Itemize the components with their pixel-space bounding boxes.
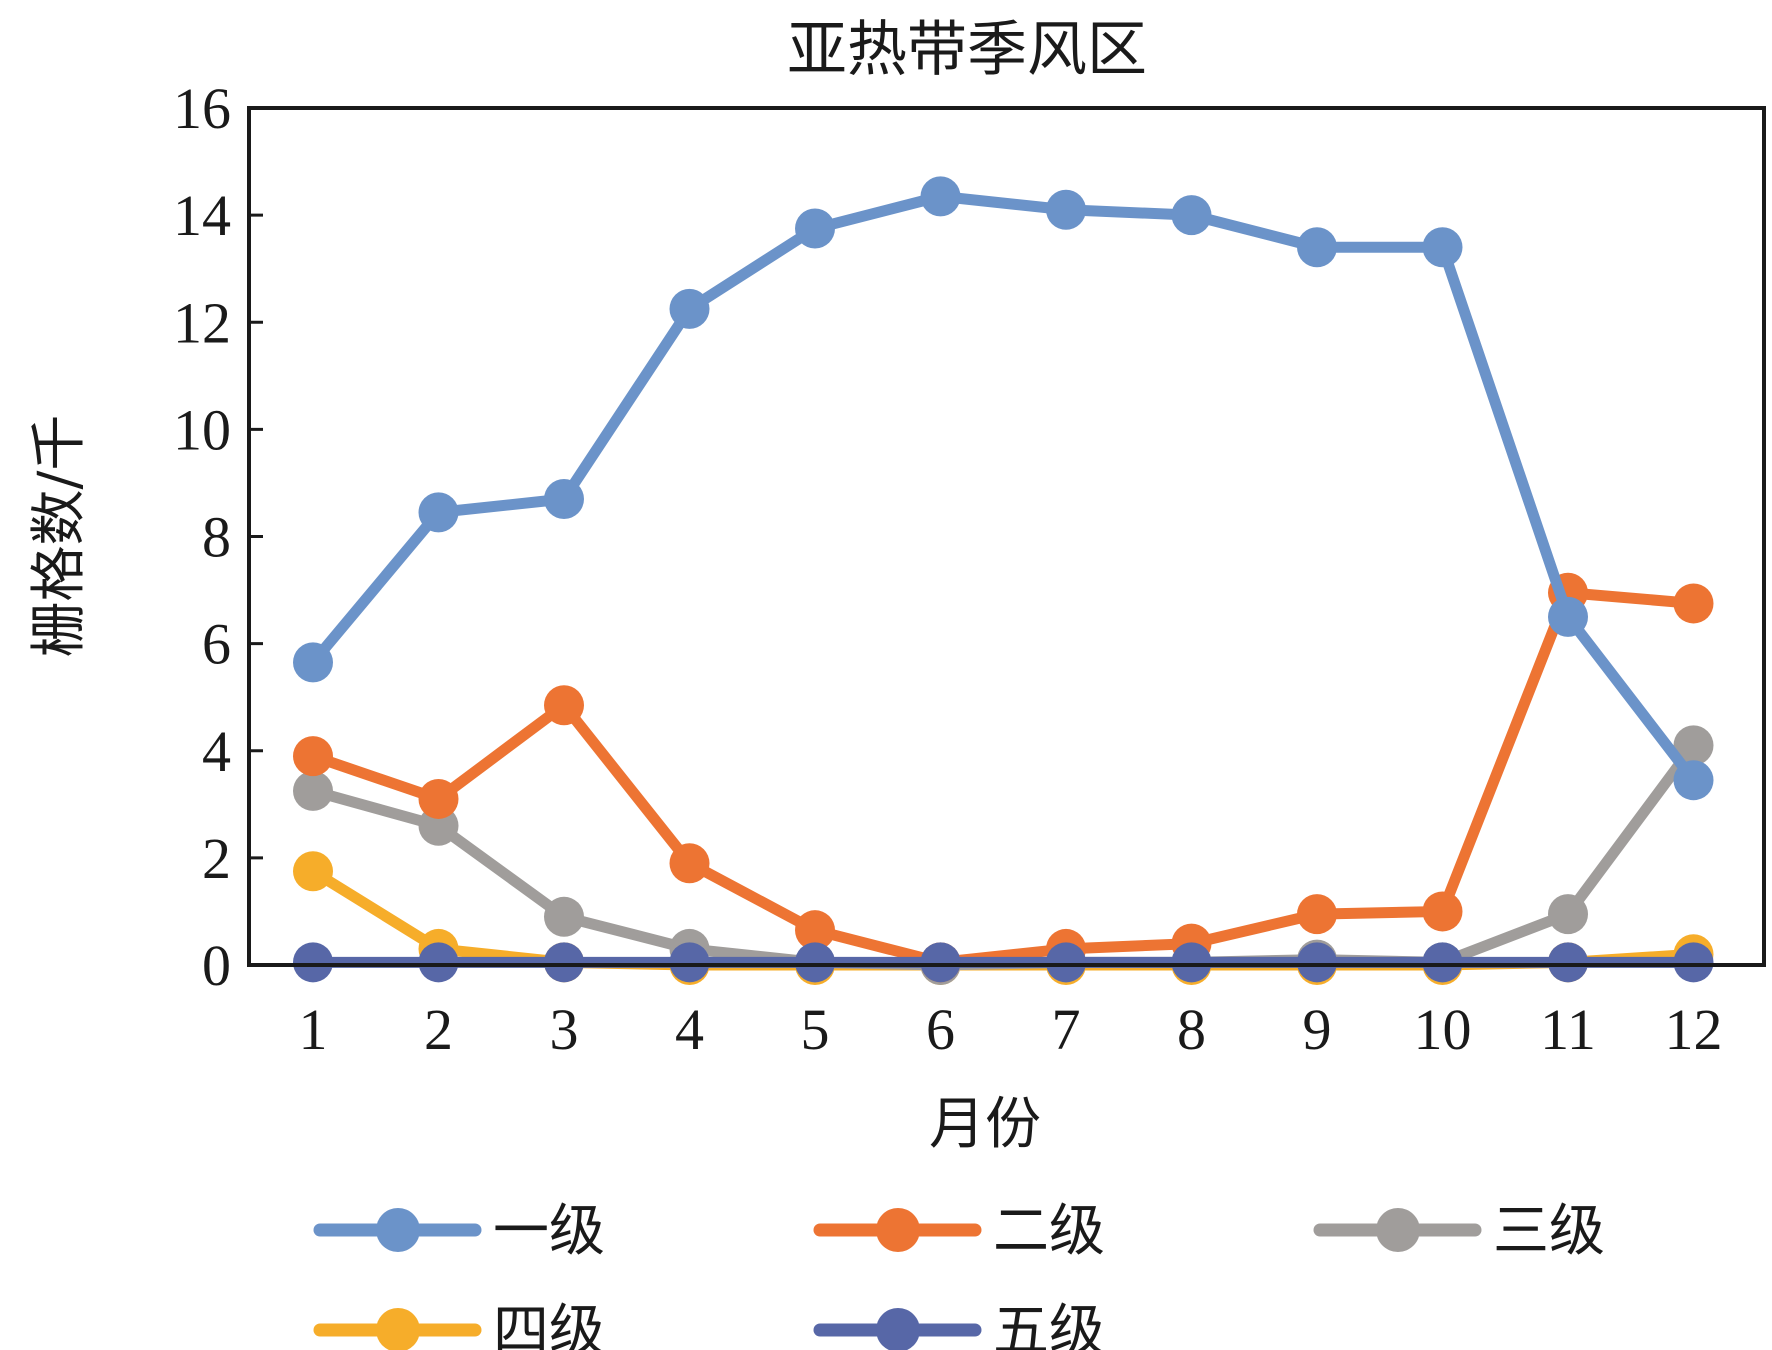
- legend-swatch-marker: [876, 1308, 920, 1350]
- x-tick-label: 2: [424, 997, 453, 1062]
- y-tick-label: 14: [173, 183, 231, 248]
- data-point: [418, 778, 459, 819]
- data-point: [1297, 942, 1337, 983]
- data-point: [1171, 942, 1212, 983]
- y-tick-label: 16: [173, 76, 231, 141]
- data-point: [293, 770, 333, 811]
- data-point: [418, 492, 459, 533]
- x-tick-label: 3: [550, 997, 579, 1062]
- data-point: [544, 685, 584, 726]
- legend-item: 一级: [313, 1199, 605, 1264]
- data-point: [795, 208, 835, 249]
- y-tick-label: 0: [202, 933, 231, 998]
- x-tick-label: 8: [1177, 997, 1206, 1062]
- series-5: [293, 942, 1714, 983]
- data-point: [1548, 596, 1588, 637]
- data-point: [669, 942, 710, 983]
- x-tick-label: 7: [1052, 997, 1081, 1062]
- data-point: [669, 288, 710, 329]
- series-line: [307, 587, 1699, 968]
- x-tick-label: 5: [801, 997, 830, 1062]
- y-tick-label: 2: [202, 826, 231, 891]
- data-point: [1297, 894, 1337, 935]
- data-point: [293, 642, 333, 683]
- series-line: [307, 190, 1699, 786]
- data-point: [293, 736, 333, 777]
- data-point: [293, 942, 333, 983]
- data-point: [669, 843, 710, 884]
- data-point: [544, 896, 584, 937]
- y-tick-label: 12: [173, 290, 231, 355]
- x-tick-label: 9: [1303, 997, 1332, 1062]
- series-line: [307, 739, 1699, 971]
- data-point: [1673, 760, 1714, 801]
- data-point: [1422, 227, 1463, 268]
- x-tick-label: 10: [1414, 997, 1472, 1062]
- y-axis-label: 栅格数/千: [27, 415, 92, 658]
- data-point: [544, 942, 584, 983]
- y-tick-label: 10: [173, 397, 231, 462]
- data-point: [920, 942, 961, 983]
- legend-swatch-marker: [1376, 1208, 1420, 1252]
- plot-area-frame: [247, 106, 1766, 967]
- data-point: [920, 176, 961, 217]
- legend-label: 一级: [493, 1199, 605, 1264]
- x-tick-label: 6: [926, 997, 955, 1062]
- series-layer: [293, 176, 1714, 985]
- data-point: [1673, 583, 1714, 624]
- legend-swatch-marker: [376, 1208, 420, 1252]
- data-point: [1548, 942, 1588, 983]
- data-point: [293, 851, 333, 892]
- series-1: [293, 176, 1714, 801]
- legend-label: 三级: [1493, 1199, 1605, 1264]
- data-point: [1422, 942, 1463, 983]
- x-tick-label: 12: [1665, 997, 1723, 1062]
- y-axis-ticks: 0 2 4 6 8 10 12 14 16: [173, 76, 263, 998]
- legend-item: 三级: [1313, 1199, 1605, 1264]
- data-point: [418, 942, 459, 983]
- data-point: [1171, 195, 1212, 236]
- legend-label: 四级: [493, 1299, 605, 1350]
- data-point: [1548, 894, 1588, 935]
- x-tick-label: 1: [299, 997, 328, 1062]
- y-tick-label: 8: [202, 505, 231, 570]
- x-axis-label: 月份: [929, 1092, 1041, 1157]
- data-point: [1046, 189, 1086, 230]
- data-point: [1673, 942, 1714, 983]
- y-tick-label: 6: [202, 612, 231, 677]
- data-point: [1046, 942, 1086, 983]
- legend-label: 五级: [993, 1299, 1105, 1350]
- data-point: [544, 479, 584, 520]
- data-point: [1297, 227, 1337, 268]
- data-point: [1422, 891, 1463, 932]
- chart-title: 亚热带季风区: [787, 15, 1147, 85]
- x-axis-ticks: 1 2 3 4 5 6 7 8 9 10 11 12: [299, 951, 1723, 1062]
- legend-item: 二级: [813, 1199, 1105, 1264]
- series-2: [293, 572, 1714, 983]
- legend-item: 四级: [313, 1299, 605, 1350]
- legend-swatch-marker: [876, 1208, 920, 1252]
- data-point: [1673, 725, 1714, 766]
- x-tick-label: 11: [1540, 997, 1596, 1062]
- legend-item: 五级: [813, 1299, 1105, 1350]
- x-tick-label: 4: [675, 997, 704, 1062]
- data-point: [795, 910, 835, 951]
- legend-label: 二级: [993, 1199, 1105, 1264]
- legend-swatch-marker: [376, 1308, 420, 1350]
- data-point: [795, 942, 835, 983]
- y-tick-label: 4: [202, 719, 231, 784]
